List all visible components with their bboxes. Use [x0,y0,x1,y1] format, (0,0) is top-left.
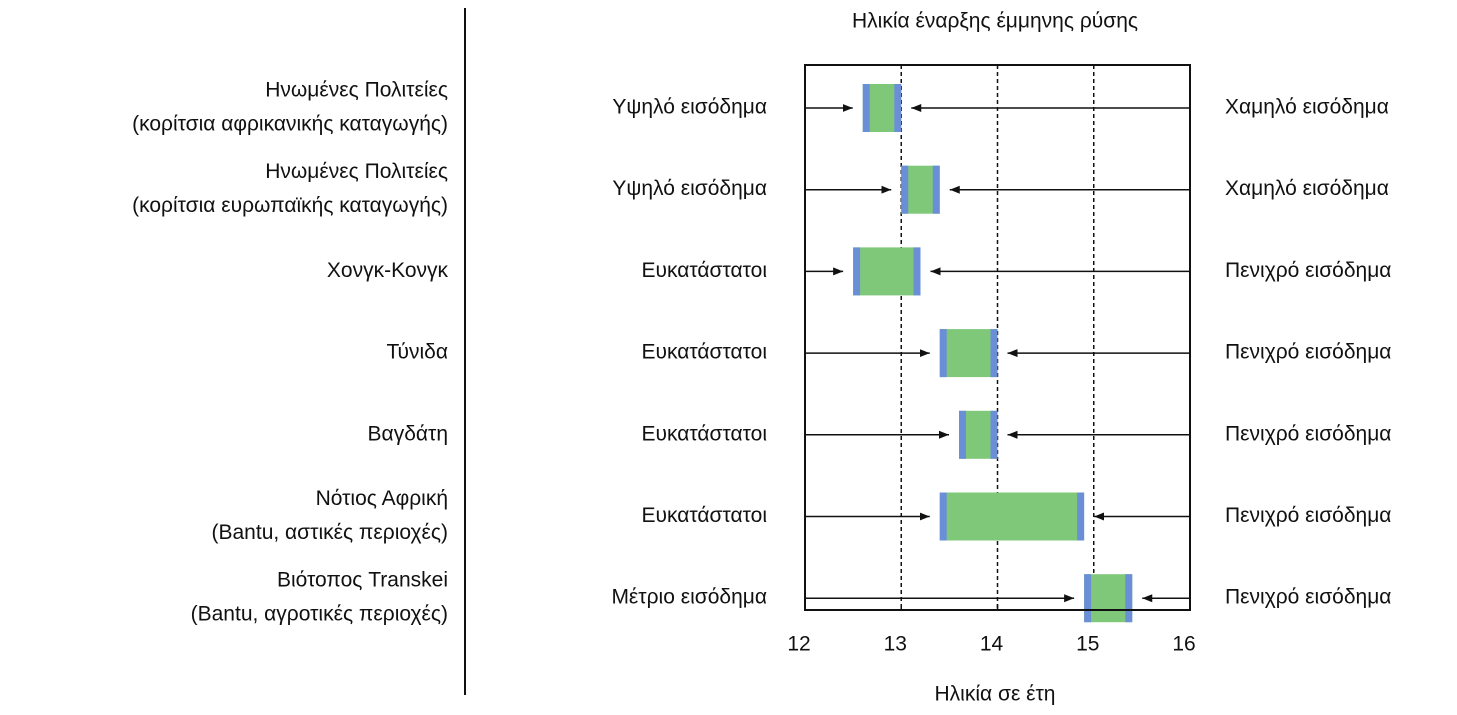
bar-end-edge [1077,492,1085,541]
right-group-label: Χαμηλό εισόδημα [1225,177,1389,200]
bar-end-edge [990,410,998,459]
bar-start-edge [939,492,947,541]
category-label: Χονγκ-Κονγκ [327,259,449,282]
bar [939,492,1085,541]
bar-start-edge [901,165,909,214]
bar-end-edge [894,84,902,132]
plot-frame [804,64,1191,611]
right-group-label: Πενιχρό εισόδημα [1225,259,1391,282]
x-tick-label: 16 [1172,633,1195,656]
category-label: (κορίτσια ευρωπαϊκής καταγωγής) [132,194,448,217]
left-group-label: Μέτριο εισόδημα [611,586,767,609]
bar-start-edge [939,329,947,378]
bar-end-edge [1125,574,1133,623]
x-tick-label: 13 [884,633,907,656]
right-group-label: Πενιχρό εισόδημα [1225,586,1391,609]
bar-end-edge [913,247,921,296]
x-tick-label: 15 [1076,633,1099,656]
right-group-label: Χαμηλό εισόδημα [1225,96,1389,119]
category-label: (κορίτσια αφρικανικής καταγωγής) [132,113,448,136]
right-group-label: Πενιχρό εισόδημα [1225,504,1391,527]
category-label: Τύνιδα [387,341,448,364]
bar [853,247,921,296]
right-group-label: Πενιχρό εισόδημα [1225,341,1391,364]
bar-end-edge [990,329,998,378]
left-group-label: Ευκατάστατοι [642,504,768,527]
category-label: Ηνωμένες Πολιτείες [265,79,448,102]
category-label: Ηνωμένες Πολιτείες [265,160,448,183]
bar-start-edge [1084,574,1092,623]
category-label: (Bantu, αστικές περιοχές) [212,521,449,544]
left-group-label: Υψηλό εισόδημα [612,96,767,119]
left-group-label: Ευκατάστατοι [642,341,768,364]
bar [939,329,998,378]
category-label: Βαγδάτη [368,422,448,445]
category-label: Βιότοπος Transkei [277,569,448,592]
bar-start-edge [959,410,966,459]
left-group-label: Ευκατάστατοι [642,422,768,445]
x-tick-label: 14 [980,633,1004,656]
category-label: Νότιος Αφρική [316,487,448,510]
bar-start-edge [862,84,870,132]
left-group-label: Ευκατάστατοι [642,259,768,282]
x-axis-label: Ηλικία σε έτη [935,683,1056,706]
bar-end-edge [932,165,940,214]
chart-title: Ηλικία έναρξης έμμηνης ρύσης [852,10,1138,33]
bar [1084,574,1133,623]
left-group-label: Υψηλό εισόδημα [612,177,767,200]
x-tick-label: 12 [787,633,810,656]
category-label: (Bantu, αγροτικές περιοχές) [191,603,448,626]
right-group-label: Πενιχρό εισόδημα [1225,422,1391,445]
bar-start-edge [853,247,861,296]
